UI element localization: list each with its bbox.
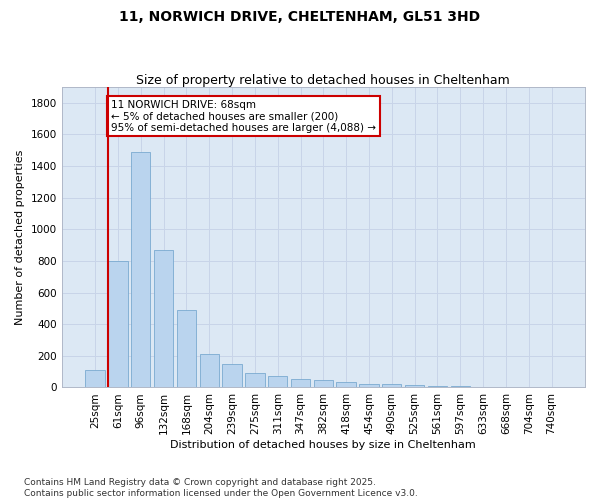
Bar (337, 382, 356, 388)
Y-axis label: Number of detached properties: Number of detached properties (15, 150, 25, 325)
Bar (405, 385, 424, 388)
Bar (85, 370, 105, 388)
Bar (359, 384, 379, 388)
Bar (223, 364, 242, 388)
Bar (382, 384, 401, 388)
Bar (451, 386, 470, 388)
Bar (131, 152, 151, 388)
Bar (245, 373, 265, 388)
Text: 11 NORWICH DRIVE: 68sqm
← 5% of detached houses are smaller (200)
95% of semi-de: 11 NORWICH DRIVE: 68sqm ← 5% of detached… (111, 100, 376, 133)
Bar (314, 380, 333, 388)
Bar (473, 386, 493, 388)
Text: 11, NORWICH DRIVE, CHELTENHAM, GL51 3HD: 11, NORWICH DRIVE, CHELTENHAM, GL51 3HD (119, 10, 481, 24)
Bar (200, 354, 219, 388)
Bar (108, 261, 128, 388)
Bar (268, 376, 287, 388)
Text: Contains HM Land Registry data © Crown copyright and database right 2025.
Contai: Contains HM Land Registry data © Crown c… (24, 478, 418, 498)
Bar (428, 386, 447, 388)
X-axis label: Distribution of detached houses by size in Cheltenham: Distribution of detached houses by size … (170, 440, 476, 450)
Bar (154, 250, 173, 388)
Title: Size of property relative to detached houses in Cheltenham: Size of property relative to detached ho… (136, 74, 510, 87)
Bar (177, 310, 196, 388)
Bar (291, 379, 310, 388)
